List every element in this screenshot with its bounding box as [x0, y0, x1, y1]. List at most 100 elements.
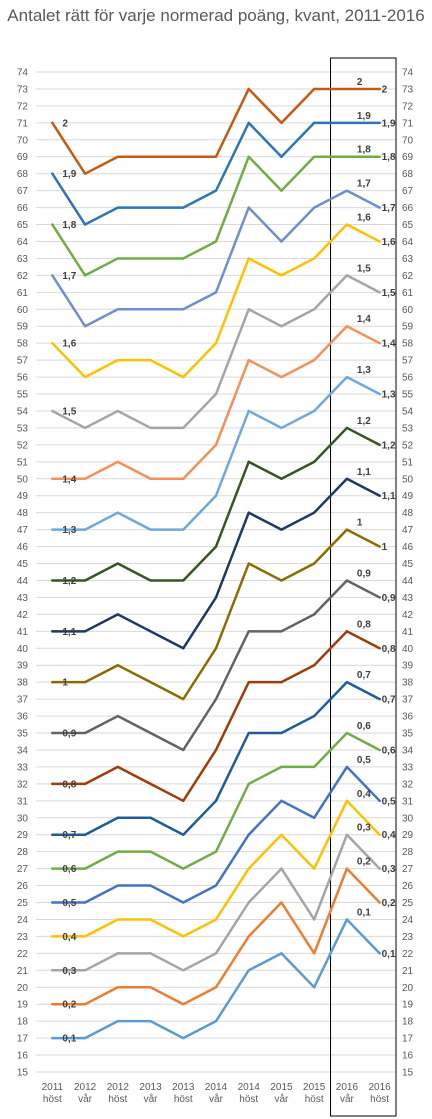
data-point	[214, 697, 218, 701]
x-tick-term: vår	[340, 1093, 355, 1105]
data-point	[280, 189, 283, 192]
y-tick-left: 39	[17, 661, 29, 672]
y-tick-right: 56	[402, 373, 414, 384]
data-point	[51, 121, 54, 125]
data-label-2016var: 2	[357, 77, 363, 88]
data-point	[280, 121, 283, 125]
y-tick-right: 34	[402, 745, 414, 756]
data-point	[247, 833, 250, 836]
y-tick-right: 35	[402, 729, 414, 740]
data-label-2016var: 1,4	[357, 314, 371, 325]
data-label-2016var: 1,6	[357, 213, 371, 224]
data-label-last: 1,9	[382, 118, 396, 129]
y-tick-left: 51	[17, 457, 29, 468]
data-point	[149, 528, 152, 531]
data-point	[247, 680, 250, 684]
data-point	[280, 799, 283, 803]
data-label-first: 2	[62, 118, 68, 129]
data-point	[345, 833, 349, 836]
y-tick-right: 22	[402, 949, 414, 960]
x-tick-term: höst	[174, 1094, 193, 1105]
data-point	[345, 680, 349, 684]
y-tick-right: 62	[402, 271, 414, 282]
data-point	[51, 901, 54, 904]
y-tick-right: 23	[402, 932, 414, 943]
data-point	[51, 969, 54, 972]
y-tick-left: 28	[17, 847, 29, 858]
data-point	[116, 613, 120, 616]
data-point	[116, 714, 120, 718]
y-tick-right: 71	[402, 118, 414, 129]
series: 1,2 1,2 1,2	[51, 416, 396, 587]
data-point	[378, 596, 381, 599]
data-point	[83, 1036, 87, 1040]
y-tick-right: 59	[402, 322, 414, 333]
y-tick-left: 68	[17, 169, 29, 180]
data-point	[182, 477, 185, 480]
data-point	[116, 155, 120, 158]
y-tick-left: 60	[17, 305, 29, 316]
data-point	[214, 952, 218, 955]
x-tick-label: 2014 höst	[238, 1082, 261, 1105]
data-point	[345, 426, 349, 430]
data-point	[247, 782, 250, 786]
data-point	[83, 935, 87, 938]
data-point	[312, 308, 316, 311]
data-point	[345, 121, 349, 125]
data-point	[247, 409, 250, 413]
x-tick-label: 2015 höst	[303, 1082, 326, 1105]
data-point	[116, 358, 120, 362]
data-point	[345, 274, 349, 277]
data-point	[83, 579, 87, 582]
y-tick-left: 24	[17, 915, 29, 926]
data-label-first: 1,9	[62, 169, 76, 180]
y-tick-left: 67	[17, 186, 29, 197]
data-point	[312, 460, 316, 464]
chart-title: Antalet rätt för varje normerad poäng, k…	[7, 6, 425, 25]
data-point	[247, 358, 250, 362]
data-point	[247, 257, 250, 260]
y-tick-right: 21	[402, 966, 414, 977]
data-point	[182, 748, 185, 752]
y-tick-left: 54	[17, 406, 29, 417]
data-point	[182, 1036, 185, 1040]
y-tick-left: 37	[17, 695, 29, 706]
data-point	[312, 358, 316, 362]
y-tick-left: 49	[17, 491, 29, 502]
data-point	[51, 1036, 54, 1040]
data-point	[378, 748, 381, 752]
data-label-2016var: 0,8	[357, 619, 371, 630]
series: 0,4 0,4 0,4	[51, 789, 396, 943]
data-label-last: 0,6	[382, 745, 396, 756]
data-point	[182, 969, 185, 972]
data-label-last: 0,2	[382, 898, 396, 909]
x-tick-label: 2016 vår	[336, 1082, 359, 1105]
data-point	[280, 477, 283, 480]
data-label-last: 0,7	[382, 695, 396, 706]
x-tick-term: höst	[108, 1094, 127, 1105]
y-tick-left: 46	[17, 542, 29, 553]
data-point	[280, 240, 283, 243]
data-point	[83, 782, 87, 786]
data-label-last: 0,8	[382, 644, 396, 655]
data-label-first: 1,2	[62, 576, 76, 587]
data-point	[214, 545, 218, 548]
data-point	[378, 952, 381, 955]
data-point	[378, 494, 381, 497]
y-tick-right: 49	[402, 491, 414, 502]
data-point	[247, 867, 250, 870]
data-point	[247, 460, 250, 464]
data-point	[149, 579, 152, 582]
y-tick-left: 20	[17, 983, 29, 994]
data-label-2016var: 0,2	[357, 857, 371, 868]
y-tick-left: 52	[17, 440, 29, 451]
data-point	[149, 308, 152, 311]
x-tick-label: 2014 vår	[205, 1082, 228, 1105]
y-tick-left: 23	[17, 932, 29, 943]
data-label-last: 0,3	[382, 864, 396, 875]
data-label-2016var: 0,3	[357, 823, 371, 834]
y-tick-right: 33	[402, 762, 414, 773]
data-point	[214, 494, 218, 497]
y-tick-right: 70	[402, 135, 414, 146]
y-tick-right: 24	[402, 915, 414, 926]
